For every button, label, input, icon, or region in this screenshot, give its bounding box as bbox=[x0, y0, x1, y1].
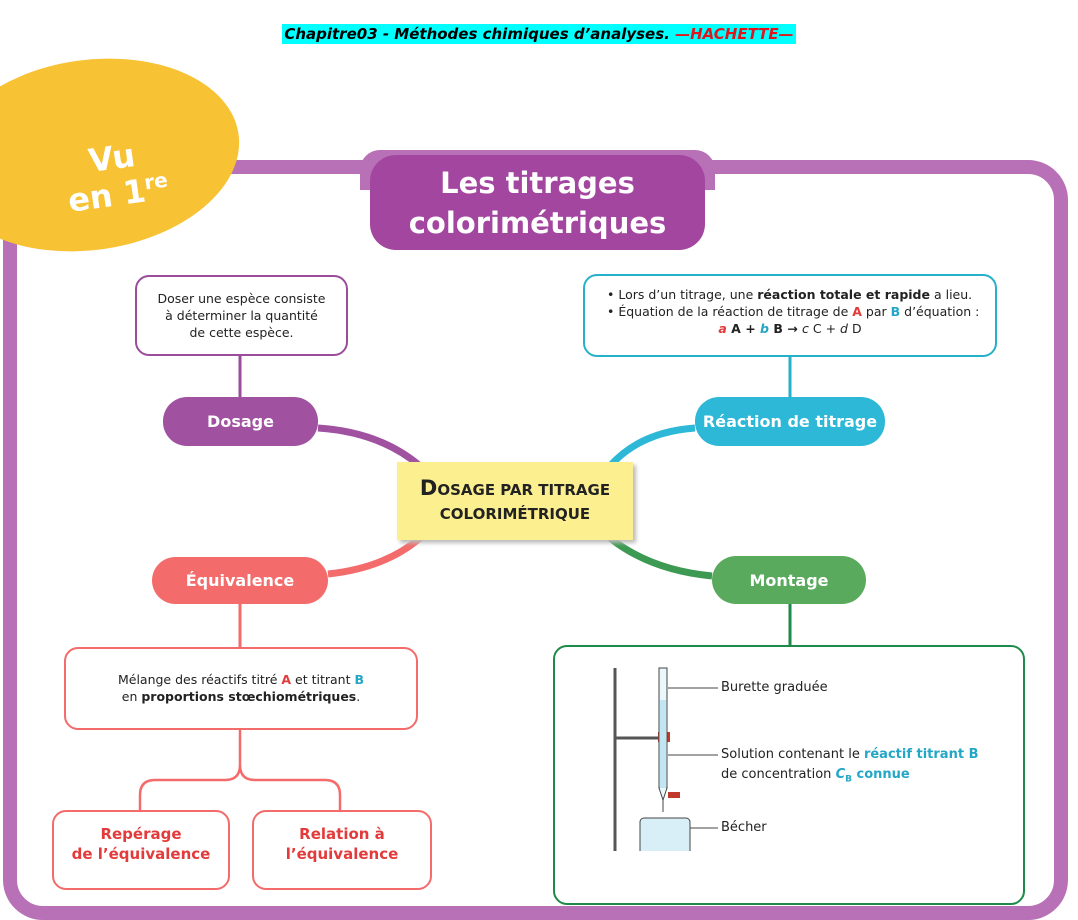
text: A bbox=[852, 304, 862, 319]
child-node: Relation à l’équivalence bbox=[252, 810, 432, 890]
text: B bbox=[354, 672, 365, 687]
coef: d bbox=[840, 321, 848, 336]
montage-label: Montage bbox=[712, 556, 866, 604]
text: par bbox=[861, 304, 891, 319]
text: B bbox=[845, 774, 852, 785]
connectors bbox=[138, 356, 792, 851]
text: B bbox=[890, 304, 901, 319]
text: proportions stœchiométriques bbox=[141, 689, 357, 704]
main-title: Les titrages colorimétriques bbox=[370, 155, 705, 250]
text: en bbox=[121, 689, 142, 704]
text: C bbox=[835, 767, 846, 782]
center-line: DOSAGE PAR TITRAGE bbox=[419, 476, 611, 500]
reaction-label: Réaction de titrage bbox=[695, 397, 885, 446]
center-line: COLORIMÉTRIQUE bbox=[439, 505, 591, 523]
note-line: de cette espèce. bbox=[189, 325, 294, 340]
note-line: à déterminer la quantité bbox=[165, 308, 318, 323]
text: et titrant bbox=[291, 672, 355, 687]
text: • Lors d’un titrage, une bbox=[607, 287, 758, 302]
text: réaction totale et rapide bbox=[757, 287, 930, 302]
label: Bécher bbox=[721, 820, 767, 835]
child-line: l’équivalence bbox=[285, 845, 399, 863]
text: Mélange des réactifs titré bbox=[117, 672, 282, 687]
text: D bbox=[847, 321, 862, 336]
child-node: Repérage de l’équivalence bbox=[52, 810, 230, 890]
text: connue bbox=[851, 767, 910, 782]
label: Solution contenant le réactif titrant B … bbox=[721, 745, 978, 790]
coef: c bbox=[802, 321, 809, 336]
text: C + bbox=[808, 321, 841, 336]
title-line: colorimétriques bbox=[408, 206, 667, 240]
coef: b bbox=[760, 321, 769, 336]
reaction-note: • Lors d’un titrage, une réaction totale… bbox=[583, 274, 997, 357]
dosage-note: Doser une espèce consiste à déterminer l… bbox=[135, 275, 348, 356]
text: de concentration bbox=[721, 767, 836, 782]
text: A + bbox=[726, 321, 761, 336]
equivalence-note: Mélange des réactifs titré A et titrant … bbox=[64, 647, 418, 730]
coef: a bbox=[718, 321, 727, 336]
text: B → bbox=[768, 321, 803, 336]
dosage-label: Dosage bbox=[163, 397, 318, 446]
child-line: de l’équivalence bbox=[71, 845, 211, 863]
text: a lieu. bbox=[930, 287, 973, 302]
text: . bbox=[356, 689, 361, 704]
text: d’équation : bbox=[900, 304, 980, 319]
child-line: Relation à bbox=[299, 825, 385, 843]
header: Chapitre03 - Méthodes chimiques d’analys… bbox=[0, 24, 1078, 44]
equivalence-label: Équivalence bbox=[152, 557, 328, 604]
text: • Équation de la réaction de titrage de bbox=[607, 304, 853, 319]
title-line: Les titrages bbox=[440, 166, 635, 200]
center-node: DOSAGE PAR TITRAGE COLORIMÉTRIQUE bbox=[397, 462, 633, 540]
label: Burette graduée bbox=[721, 680, 828, 695]
note-line: Doser une espèce consiste bbox=[157, 291, 326, 306]
text: A bbox=[281, 672, 292, 687]
header-title: Chapitre03 - Méthodes chimiques d’analys… bbox=[284, 25, 670, 43]
child-line: Repérage bbox=[100, 825, 182, 843]
text: Solution contenant le bbox=[721, 747, 864, 762]
publisher: —HACHETTE— bbox=[675, 25, 794, 43]
page: Chapitre03 - Méthodes chimiques d’analys… bbox=[0, 24, 1078, 920]
text: réactif titrant B bbox=[863, 747, 979, 762]
